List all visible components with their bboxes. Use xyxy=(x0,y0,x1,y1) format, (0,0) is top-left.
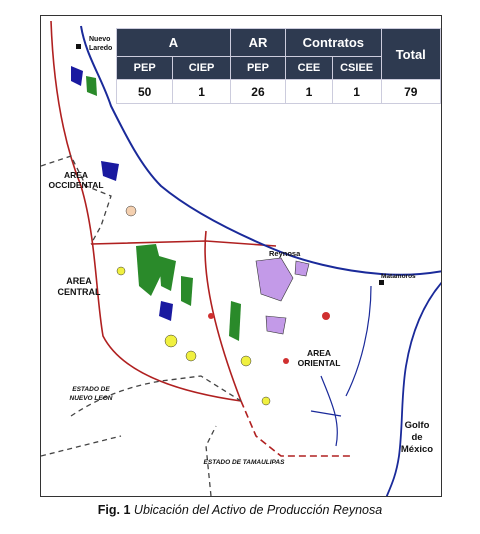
boundary xyxy=(50,20,242,402)
city-label: Laredo xyxy=(89,45,112,52)
city-marker xyxy=(76,44,81,49)
subheader-cell: CEE xyxy=(285,56,333,80)
caption-text: Ubicación del Activo de Producción Reyno… xyxy=(133,503,383,517)
value-cell: 1 xyxy=(172,79,231,104)
area-label: CENTRAL xyxy=(58,287,101,297)
boundary xyxy=(204,230,242,402)
map: Nuevo Laredo AREA OCCIDENTAL AREA CENTRA… xyxy=(41,20,441,496)
sea-label: Golfo xyxy=(405,420,430,431)
area-label: AREA xyxy=(64,170,88,180)
lagoon xyxy=(310,285,372,447)
city-label: Reynosa xyxy=(269,249,301,258)
coastline xyxy=(385,282,441,496)
caption-label: Fig. 1 xyxy=(97,503,131,517)
state-label: NUEVO LEON xyxy=(70,395,113,402)
area-label: AREA xyxy=(307,348,331,358)
subheader-cell: PEP xyxy=(115,56,174,80)
fields xyxy=(71,66,330,406)
value-cell: 1 xyxy=(331,79,382,104)
sea-label: de xyxy=(411,432,422,443)
boundary xyxy=(90,240,277,247)
city-marker xyxy=(379,280,384,285)
sea-label: México xyxy=(401,444,433,455)
river xyxy=(80,25,441,276)
state-label: ESTADO DE TAMAULIPAS xyxy=(204,459,286,466)
area-label: ORIENTAL xyxy=(298,358,341,368)
caption: Fig. 1 Ubicación del Activo de Producció… xyxy=(0,503,480,517)
header-cell: Contratos xyxy=(285,28,382,57)
header-cell: AR xyxy=(229,28,287,57)
header-cell: A xyxy=(116,28,231,57)
map-frame: Nuevo Laredo AREA OCCIDENTAL AREA CENTRA… xyxy=(40,15,442,497)
city-label: Matamoros xyxy=(381,273,416,280)
state-label: ESTADO DE xyxy=(72,386,110,393)
boundary xyxy=(240,400,351,457)
area-label: OCCIDENTAL xyxy=(48,180,103,190)
value-cell: 1 xyxy=(285,79,333,104)
value-cell: 50 xyxy=(115,79,174,104)
value-cell: 79 xyxy=(380,79,441,104)
area-label: AREA xyxy=(66,276,92,286)
subheader-cell: CSIEE xyxy=(331,56,382,80)
value-cell: 26 xyxy=(229,79,287,104)
subheader-cell: PEP xyxy=(229,56,287,80)
subheader-cell: CIEP xyxy=(172,56,231,80)
state-border xyxy=(41,155,242,496)
summary-table: A AR Contratos Total PEP CIEP PEP CEE CS… xyxy=(115,28,441,104)
header-cell: Total xyxy=(380,28,441,80)
city-label: Nuevo xyxy=(89,36,110,43)
